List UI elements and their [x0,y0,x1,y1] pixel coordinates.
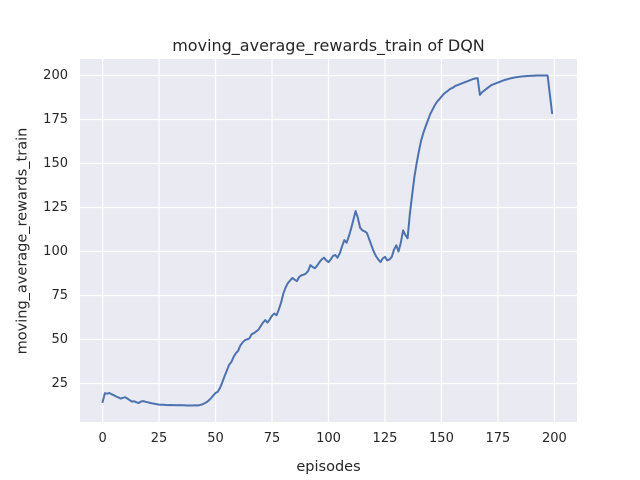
series-line [101,74,554,407]
y-tick-label: 50 [51,331,68,347]
x-tick-label: 100 [316,431,341,446]
x-tick-label: 150 [429,431,454,446]
chart-title: moving_average_rewards_train of DQN [172,36,485,55]
x-axis-label: episodes [296,459,361,475]
y-tick-label: 125 [43,199,68,215]
x-tick-label: 75 [263,431,281,446]
y-tick-labels: 25 50 75 100 125 150 175 200 [0,59,68,422]
y-tick-label: 200 [43,67,68,83]
x-tick-label: 50 [207,431,224,446]
gridlines [80,59,577,422]
x-tick-label: 200 [541,431,567,446]
x-tick-label: 0 [98,431,107,446]
plot-area [80,59,577,422]
x-tick-label: 25 [150,431,168,446]
x-tick-label: 125 [372,431,398,446]
plot-svg [80,59,577,422]
y-tick-label: 150 [43,155,68,171]
y-tick-label: 100 [43,243,68,259]
y-tick-label: 25 [51,375,68,391]
x-tick-labels: 0 25 50 75 100 125 150 175 200 [80,431,577,449]
x-tick-label: 175 [485,431,511,446]
y-tick-label: 75 [51,287,68,303]
y-tick-label: 175 [43,111,68,127]
